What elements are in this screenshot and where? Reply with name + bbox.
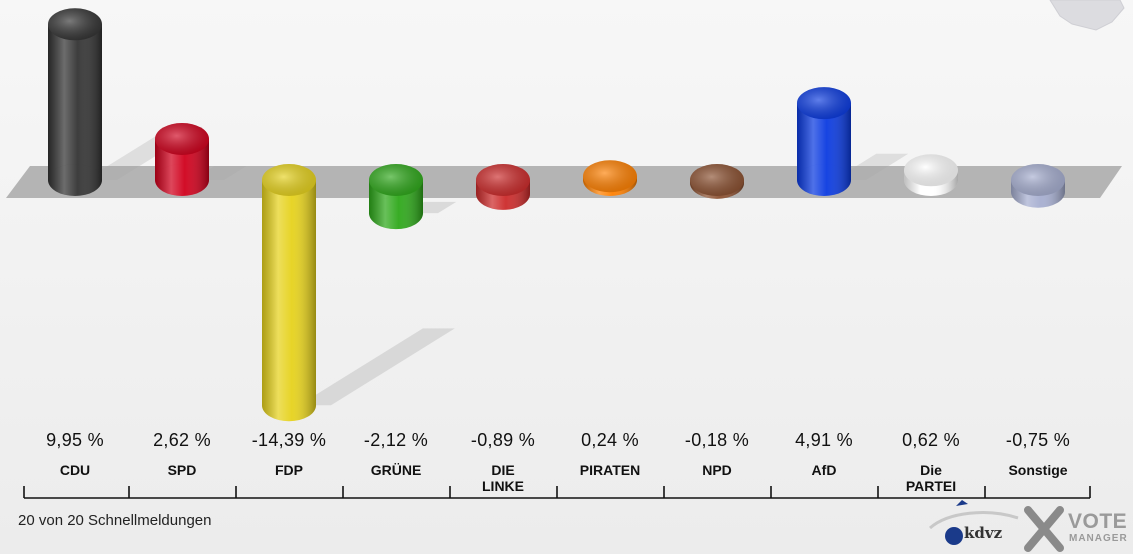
party-label-line: DIE <box>491 462 515 478</box>
party-label-line: FDP <box>275 462 303 478</box>
bar-shadow-fdp <box>299 328 455 406</box>
value-label-die-partei: 0,62 % <box>902 430 960 450</box>
party-label-die-partei: Die PARTEI <box>879 462 983 494</box>
logo-kdvz: kdvz <box>964 524 1003 542</box>
party-label-sonstige: Sonstige <box>986 462 1090 478</box>
value-label-die-linke: -0,89 % <box>470 430 536 450</box>
logo-vote: VOTE <box>1068 510 1128 533</box>
party-label-line: PARTEI <box>905 478 957 494</box>
party-label-line: SPD <box>167 462 197 478</box>
bar-afd <box>797 87 851 196</box>
vote-manager-logo: kdvz VOTE MANAGER <box>928 498 1133 554</box>
party-label-line: LINKE <box>482 478 524 494</box>
party-label-line: NPD <box>702 462 732 478</box>
logo-manager: MANAGER <box>1069 533 1128 544</box>
bar-fdp <box>262 164 316 422</box>
party-label-line: Sonstige <box>1008 462 1068 478</box>
party-label-line: CDU <box>59 462 91 478</box>
party-label-cdu: CDU <box>23 462 127 478</box>
value-label-sonstige: -0,75 % <box>1005 430 1071 450</box>
value-label-piraten: 0,24 % <box>581 430 639 450</box>
party-label-gruene: GRÜNE <box>344 462 448 478</box>
logo-swoosh-icon <box>929 500 1064 552</box>
party-label-spd: SPD <box>130 462 234 478</box>
value-label-spd: 2,62 % <box>153 430 211 450</box>
party-label-die-linke: DIE LINKE <box>451 462 555 494</box>
party-label-line: Die <box>920 462 942 478</box>
party-label-line: PIRATEN <box>579 462 641 478</box>
value-label-npd: -0,18 % <box>684 430 750 450</box>
bar-cdu <box>48 8 102 196</box>
party-label-piraten: PIRATEN <box>558 462 662 478</box>
bar-piraten <box>583 160 637 196</box>
value-label-afd: 4,91 % <box>795 430 853 450</box>
bar-gruene <box>369 164 423 230</box>
bar-sonstige <box>1011 164 1065 208</box>
bar-die-partei <box>904 154 958 196</box>
party-label-afd: AfD <box>772 462 876 478</box>
value-label-gruene: -2,12 % <box>363 430 429 450</box>
bar-npd <box>690 164 744 199</box>
party-label-line: GRÜNE <box>370 462 422 478</box>
bar-spd <box>155 122 209 196</box>
region-map-icon <box>1049 0 1125 31</box>
footer-note: 20 von 20 Schnellmeldungen <box>18 512 212 529</box>
bar-die-linke <box>476 164 530 210</box>
party-label-line: AfD <box>811 462 837 478</box>
value-label-fdp: -14,39 % <box>251 430 327 450</box>
party-label-npd: NPD <box>665 462 769 478</box>
party-label-fdp: FDP <box>237 462 341 478</box>
value-label-cdu: 9,95 % <box>46 430 104 450</box>
